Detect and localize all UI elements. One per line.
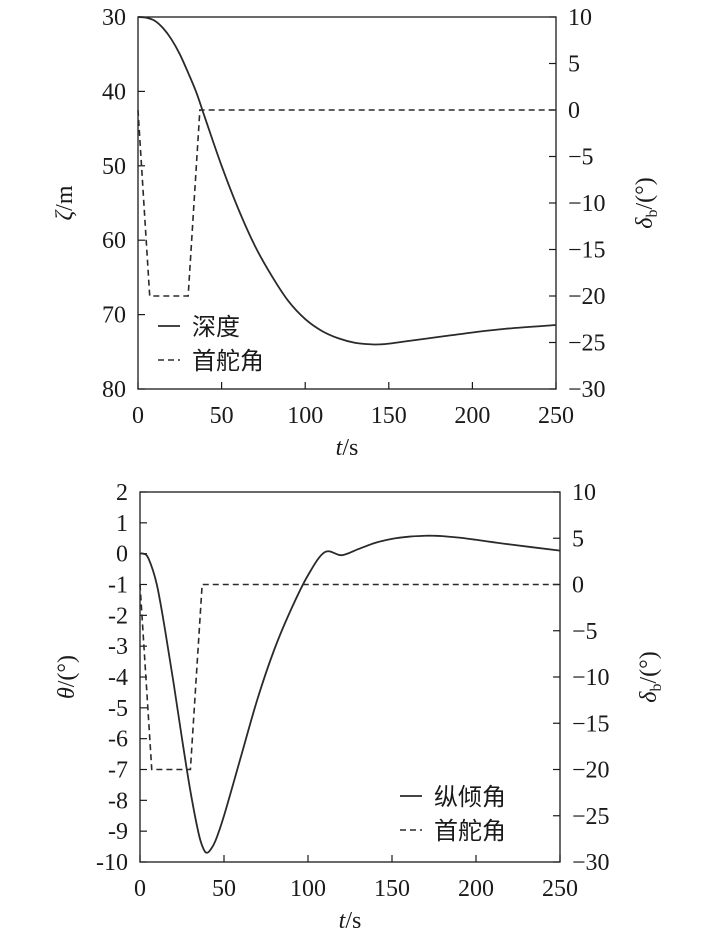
y2-tick-label: −10 bbox=[568, 191, 606, 217]
x-axis-label: t/s bbox=[339, 908, 362, 934]
y-tick-label: -9 bbox=[108, 819, 128, 845]
y2-axis-label: δb/(°) bbox=[632, 177, 661, 228]
y-tick-label: -6 bbox=[108, 727, 128, 753]
y-tick-label: -8 bbox=[108, 788, 128, 814]
y-tick-label: 40 bbox=[102, 79, 126, 105]
y2-tick-label: 10 bbox=[572, 480, 596, 506]
y-tick-label: -4 bbox=[108, 665, 128, 691]
y-tick-label: 50 bbox=[102, 154, 126, 180]
legend-label-2: 首舵角 bbox=[434, 817, 506, 845]
x-tick-label: 0 bbox=[132, 403, 144, 429]
y2-tick-label: −25 bbox=[568, 331, 606, 357]
x-tick-label: 50 bbox=[210, 403, 234, 429]
x-tick-label: 100 bbox=[287, 403, 323, 429]
y-tick-label: -10 bbox=[96, 850, 128, 876]
x-tick-label: 200 bbox=[458, 876, 494, 902]
y2-tick-label: −30 bbox=[572, 850, 610, 876]
y-tick-label: 0 bbox=[116, 542, 128, 568]
x-tick-label: 250 bbox=[538, 403, 574, 429]
series-line-1 bbox=[137, 16, 557, 346]
y2-tick-label: 5 bbox=[568, 52, 580, 78]
y-tick-label: 60 bbox=[102, 228, 126, 254]
x-tick-label: 150 bbox=[371, 403, 407, 429]
y2-tick-label: −5 bbox=[572, 619, 598, 645]
y2-tick-label: −25 bbox=[572, 804, 610, 830]
y-tick-label: -1 bbox=[108, 573, 128, 599]
chart-1: 0 50 100 150 200 2503040506070801050−5−10−15−… bbox=[52, 5, 661, 461]
y-tick-label: -7 bbox=[108, 758, 128, 784]
y2-tick-label: −5 bbox=[568, 145, 594, 171]
legend-label-1: 深度 bbox=[192, 313, 240, 341]
series-line-1 bbox=[139, 534, 561, 854]
x-tick-label: 100 bbox=[290, 876, 326, 902]
y2-tick-label: −10 bbox=[572, 665, 610, 691]
y-tick-label: 1 bbox=[116, 511, 128, 537]
y-tick-label: -3 bbox=[108, 634, 128, 660]
y2-tick-label: −20 bbox=[568, 284, 606, 310]
x-tick-label: 250 bbox=[542, 876, 578, 902]
y-tick-label: 80 bbox=[102, 377, 126, 403]
legend-label-2: 首舵角 bbox=[192, 347, 264, 375]
y2-tick-label: 10 bbox=[568, 5, 592, 31]
series-line-2 bbox=[137, 109, 556, 297]
y2-tick-label: −15 bbox=[572, 711, 610, 737]
x-tick-label: 150 bbox=[374, 876, 410, 902]
x-tick-label: 200 bbox=[454, 403, 490, 429]
chart-2: 0 50 100 150 200 250210-1-2-3-4-5-6-7-8-9-101… bbox=[54, 480, 665, 934]
y2-tick-label: 0 bbox=[572, 573, 584, 599]
x-tick-label: 0 bbox=[134, 876, 146, 902]
y-tick-label: 70 bbox=[102, 303, 126, 329]
y2-tick-label: 0 bbox=[568, 98, 580, 124]
y2-tick-label: −30 bbox=[568, 377, 606, 403]
y2-tick-label: 5 bbox=[572, 526, 584, 552]
y-tick-label: -5 bbox=[108, 696, 128, 722]
x-axis-label: t/s bbox=[336, 435, 359, 461]
y-tick-label: -2 bbox=[108, 603, 128, 629]
y2-axis-label: δb/(°) bbox=[636, 651, 665, 702]
series-line-2 bbox=[139, 583, 560, 771]
y2-tick-label: −20 bbox=[572, 758, 610, 784]
y-tick-label: 2 bbox=[116, 480, 128, 506]
legend-label-1: 纵倾角 bbox=[434, 783, 506, 811]
x-tick-label: 50 bbox=[212, 876, 236, 902]
y-axis-label: ζ/m bbox=[52, 185, 78, 220]
y2-tick-label: −15 bbox=[568, 238, 606, 264]
y-axis-label: θ/(°) bbox=[54, 655, 80, 699]
y-tick-label: 30 bbox=[102, 5, 126, 31]
